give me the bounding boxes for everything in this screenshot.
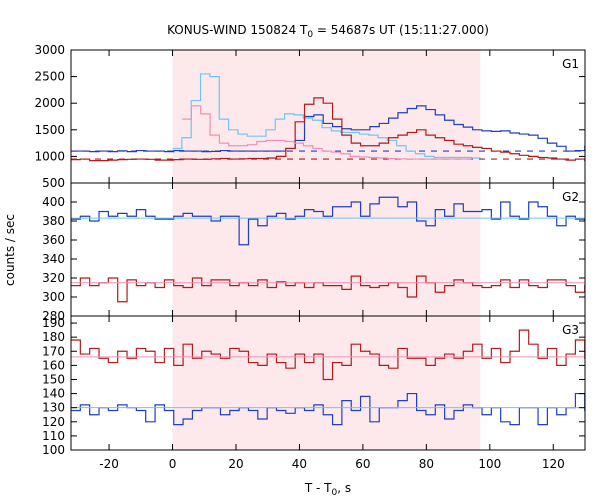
y-axis-label: counts / sec [3,214,17,286]
y-tick-label: 280 [42,309,65,323]
y-tick-label: 400 [42,195,65,209]
y-tick-label: 3000 [34,43,65,57]
y-tick-label: 1500 [34,123,65,137]
x-tick-label: -20 [99,457,119,471]
y-tick-label: 500 [42,176,65,190]
y-tick-label: 380 [42,214,65,228]
x-tick-label: 20 [228,457,243,471]
y-tick-label: 140 [42,387,65,401]
y-tick-label: 110 [42,429,65,443]
panel-label: G3 [562,323,579,337]
panel-frame [70,315,586,451]
panel-g1: 500 1000 1500 2000 2500 3000 G1 [34,43,586,190]
chart-title: KONUS-WIND 150824 T0 = 54687s UT (15:11:… [167,23,489,40]
shaded-interval [172,50,481,183]
x-tick-label: 40 [292,457,307,471]
y-tick-label: 190 [42,316,65,330]
y-tick-label: 340 [42,252,65,266]
x-axis-label-subscript: 0 [332,488,338,498]
y-tick-label: 300 [42,290,65,304]
chart-title-subscript: 0 [307,30,313,40]
series-line-0 [71,105,586,153]
series-line-2 [71,275,586,303]
x-tick-label: 100 [478,457,501,471]
series-line-2 [71,97,586,162]
x-tick-label: 60 [355,457,370,471]
x-tick-label: 80 [419,457,434,471]
y-tick-label: 360 [42,233,65,247]
y-tick-label: 170 [42,344,65,358]
shaded-interval [172,316,481,450]
panel-g2: 280 300 320 340 360 380 400 G2 [42,182,586,323]
series-line-2 [71,392,586,426]
x-tick-label: 120 [542,457,565,471]
y-tick-label: 320 [42,271,65,285]
panels-group: 50010001500200025003000G1280300320340360… [34,43,586,471]
y-tick-label: 100 [42,443,65,457]
y-tick-label: 160 [42,358,65,372]
panel-label: G1 [562,57,579,71]
x-axis-label: T - T0, s [304,481,351,498]
shaded-interval [172,183,481,316]
y-tick-label: 1000 [34,149,65,163]
y-tick-label: 120 [42,415,65,429]
y-tick-label: 150 [42,372,65,386]
series-line-3 [182,105,472,160]
series-line-1 [172,73,481,159]
y-tick-label: 180 [42,330,65,344]
series-line-0 [71,329,586,381]
y-tick-label: 130 [42,401,65,415]
panel-label: G2 [562,190,579,204]
y-tick-label: 2000 [34,96,65,110]
x-tick-label: 0 [169,457,177,471]
y-tick-label: 2500 [34,70,65,84]
